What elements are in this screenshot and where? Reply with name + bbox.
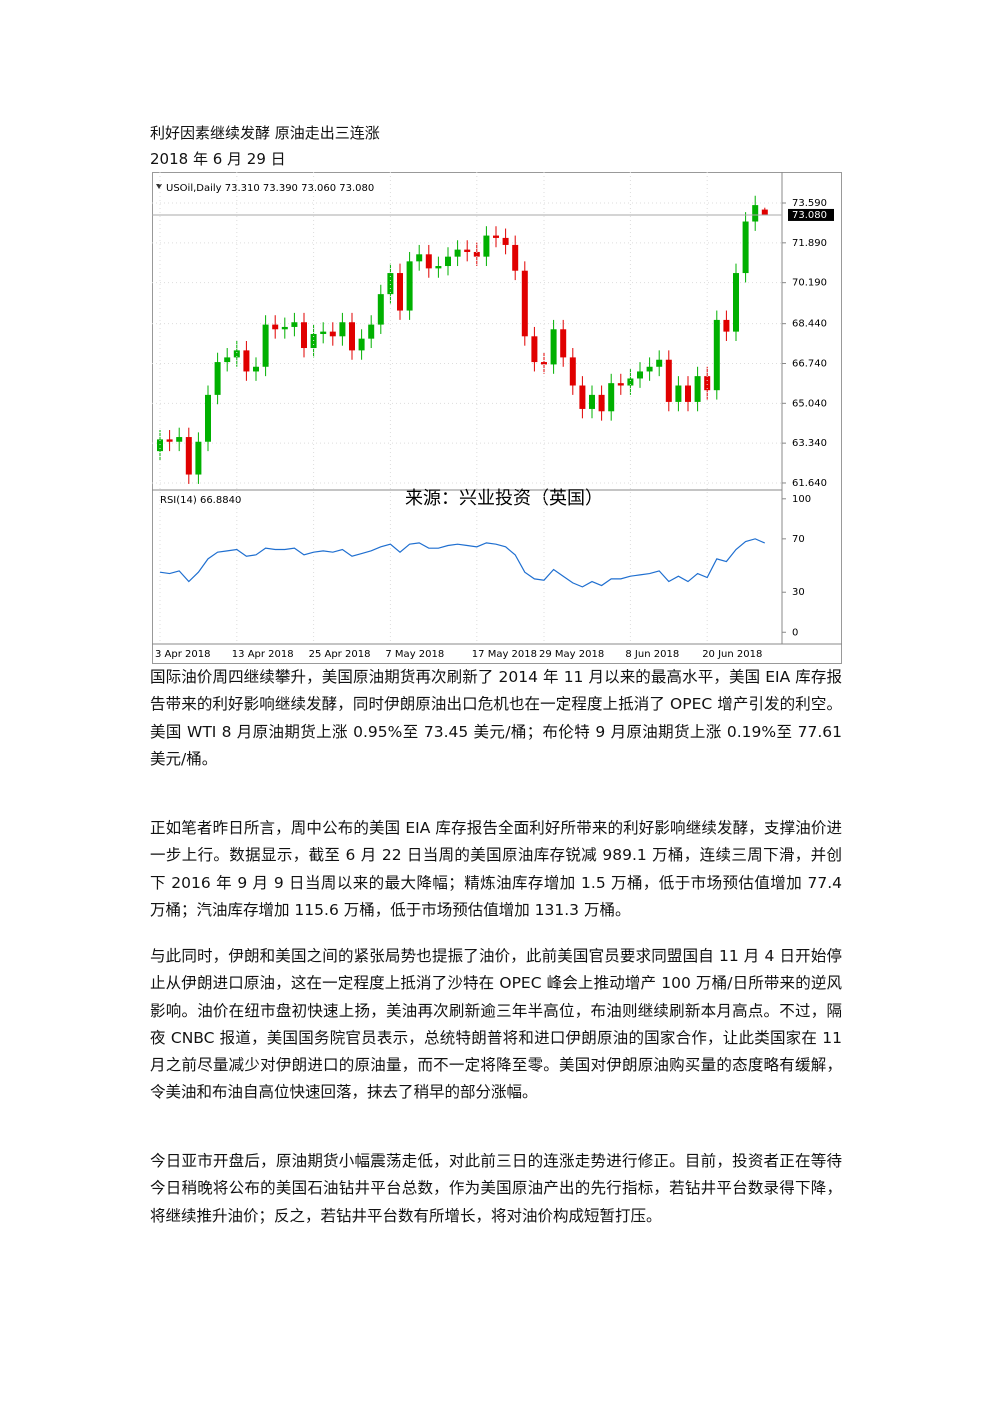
candle-body	[185, 437, 192, 475]
candle-body	[761, 209, 768, 215]
candle-body	[512, 244, 519, 271]
candle-body	[272, 324, 279, 330]
candle-body	[358, 338, 365, 351]
last-price-box	[788, 208, 834, 221]
y-tick-label: 71.890	[792, 238, 827, 249]
doc-date: 2018 年 6 月 29 日	[150, 150, 286, 168]
menu-arrow	[156, 184, 162, 189]
candle-body	[253, 366, 259, 372]
x-tick-label: 7 May 2018	[385, 649, 444, 660]
rsi-tick-label: 100	[792, 494, 811, 505]
y-tick-label: 63.340	[792, 438, 827, 449]
paragraph: 与此同时，伊朗和美国之间的紧张局势也提振了油价，此前美国官员要求同盟国自 11 …	[150, 947, 842, 1102]
candle-body	[694, 376, 701, 402]
candle-body	[752, 205, 759, 222]
candle-body	[464, 249, 471, 252]
candle-body	[569, 357, 576, 386]
y-tick-label: 65.040	[792, 398, 827, 409]
x-tick-label: 25 Apr 2018	[309, 649, 371, 660]
candle-body	[320, 331, 327, 334]
candle-body	[301, 322, 307, 349]
candle-body	[685, 385, 691, 402]
candle-body	[387, 273, 394, 295]
rsi-tick-label: 30	[792, 587, 805, 598]
candle-body	[723, 319, 730, 332]
candle-body	[617, 383, 624, 386]
candle-body	[608, 383, 615, 412]
rsi-label: RSI(14) 66.8840	[160, 495, 241, 506]
candle-body	[233, 350, 240, 358]
candle-body	[598, 394, 605, 412]
candle-body	[675, 385, 682, 402]
rsi-line	[159, 538, 766, 588]
x-tick-label: 8 Jun 2018	[625, 649, 679, 660]
candle-body	[329, 331, 336, 337]
candle-body	[157, 439, 163, 452]
candle-body	[281, 326, 288, 330]
y-tick-label: 70.190	[792, 278, 827, 289]
rsi-tick-label: 0	[792, 627, 798, 638]
candle-body	[742, 221, 749, 274]
candle-body	[166, 439, 173, 442]
candle-body	[483, 235, 490, 257]
candle-body	[377, 294, 384, 325]
candle-body	[214, 362, 221, 395]
candle-body	[713, 319, 720, 391]
y-tick-label: 61.640	[792, 478, 827, 489]
candle-body	[560, 329, 567, 358]
candle-body	[425, 254, 432, 269]
y-tick-label: 73.590	[792, 198, 827, 209]
y-tick-label: 68.440	[792, 319, 827, 330]
candle-body	[205, 394, 211, 442]
candle-body	[291, 322, 298, 327]
chart-frame	[152, 172, 842, 664]
x-tick-label: 13 Apr 2018	[232, 649, 294, 660]
candle-body	[704, 376, 711, 391]
candle-body	[349, 322, 355, 351]
candle-body	[589, 394, 595, 409]
paragraph: 国际油价周四继续攀升，美国原油期货再次刷新了 2014 年 11 月以来的最高水…	[150, 668, 842, 768]
candle-body	[579, 385, 586, 409]
candle-body	[656, 359, 663, 367]
candle-body	[493, 235, 499, 238]
candle-body	[262, 324, 269, 367]
doc-title: 利好因素继续发酵 原油走出三连涨	[150, 124, 380, 142]
candle-body	[550, 329, 557, 365]
candle-body	[665, 359, 672, 402]
candle-body	[646, 366, 653, 372]
candle-body	[445, 256, 451, 267]
candle-body	[637, 371, 643, 379]
candle-body	[176, 437, 183, 442]
last-price-label: 73.080	[792, 210, 827, 221]
candle-body	[339, 322, 346, 337]
candle-body	[435, 266, 442, 269]
x-tick-label: 17 May 2018	[472, 649, 537, 660]
candle-body	[406, 261, 413, 311]
candle-body	[521, 270, 528, 337]
paragraph: 正如笔者昨日所言，周中公布的美国 EIA 库存报告全面利好所带来的利好影响继续发…	[150, 819, 842, 919]
rsi-tick-label: 70	[792, 534, 805, 545]
candle-body	[531, 336, 538, 363]
candle-body	[243, 350, 250, 372]
candle-body	[627, 378, 634, 386]
chart-title: USOil,Daily 73.310 73.390 73.060 73.080	[166, 183, 374, 194]
candle-body	[195, 441, 202, 475]
x-tick-label: 20 Jun 2018	[702, 649, 762, 660]
candle-body	[416, 254, 423, 262]
candle-body	[541, 362, 547, 365]
chart: USOil,Daily 73.310 73.390 73.060 73.080 …	[152, 172, 842, 664]
candle-body	[454, 249, 461, 257]
source-annotation: 来源：兴业投资（英国）	[405, 488, 603, 509]
x-tick-label: 29 May 2018	[539, 649, 604, 660]
candle-body	[368, 324, 375, 339]
candle-body	[473, 251, 480, 257]
paragraph: 今日亚市开盘后，原油期货小幅震荡走低，对此前三日的连涨走势进行修正。目前，投资者…	[150, 1152, 842, 1225]
y-tick-label: 66.740	[792, 358, 827, 369]
candle-body	[397, 273, 403, 311]
candle-body	[224, 357, 231, 363]
candle-body	[502, 237, 509, 245]
x-tick-label: 3 Apr 2018	[155, 649, 210, 660]
candle-body	[733, 273, 739, 332]
